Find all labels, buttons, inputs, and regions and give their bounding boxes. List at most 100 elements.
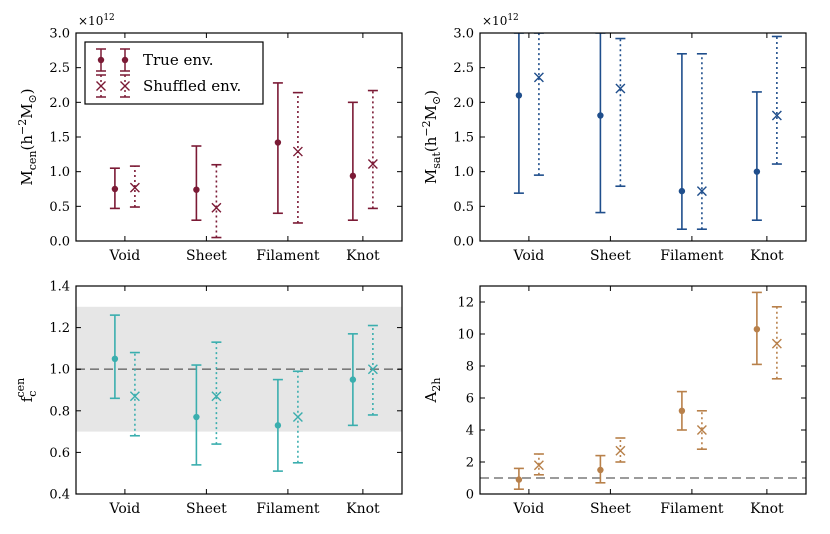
y-axis-label-part: 2h <box>430 378 443 392</box>
y-tick-label: 1.5 <box>453 131 474 146</box>
data-point-x <box>292 412 303 423</box>
plot-area <box>480 291 806 491</box>
x-category-label: Void <box>109 248 141 264</box>
y-axis-label-part: ⊙ <box>26 94 39 103</box>
x-category-label: Knot <box>346 501 380 517</box>
data-point-x <box>292 146 303 157</box>
y-tick-label: 1.0 <box>49 363 70 378</box>
y-axis-label-part: −2 <box>16 119 29 135</box>
scale-exponent: 12 <box>507 13 518 23</box>
x-category-label: Knot <box>750 501 784 517</box>
scale-exponent: 12 <box>103 13 114 23</box>
y-tick-label: 1.5 <box>49 131 70 146</box>
legend-marker-x <box>96 81 106 91</box>
y-tick-label: 0 <box>466 488 474 503</box>
y-axis-label-part: ⊙ <box>430 96 443 105</box>
axes-frame <box>479 285 807 495</box>
y-axis-label-part: M <box>422 105 440 120</box>
data-point <box>349 172 357 180</box>
y-tick-label: 2.5 <box>49 61 70 76</box>
y-tick-label: 0.4 <box>49 488 70 503</box>
y-axis-label-part: (h <box>422 136 440 152</box>
y-tick-label: 6 <box>466 392 474 407</box>
plot-area <box>76 306 402 472</box>
y-axis-label-part: cen <box>14 378 27 398</box>
scale-base: ×10 <box>78 14 103 28</box>
y-tick-label: 0.5 <box>453 200 474 215</box>
y-axis-label-part: A <box>422 391 440 403</box>
y-axis-label-part: M <box>18 170 36 185</box>
y-tick-label: 2.0 <box>49 96 70 111</box>
x-category-label: Knot <box>346 248 380 264</box>
panel-m_sat: 0.0 0.5 1.0 1.5 2.0 2.5 3.0 Void Sheet Filament Kn… <box>420 13 807 264</box>
data-point-x <box>211 391 222 402</box>
y-tick-label: 0.6 <box>49 446 70 461</box>
y-axis-label-part: cen <box>26 151 39 171</box>
plot-area <box>513 33 782 231</box>
y-tick-label: 4 <box>466 424 474 439</box>
data-point-x <box>211 202 222 213</box>
data-point <box>753 168 761 175</box>
data-point <box>678 407 686 414</box>
x-category-label: Void <box>513 248 545 264</box>
data-point-x <box>367 159 378 170</box>
y-tick-label: 1.2 <box>49 321 70 336</box>
x-category-label: Filament <box>256 248 320 264</box>
data-point-x <box>615 83 626 94</box>
y-tick-label: 1.4 <box>49 280 70 295</box>
x-category-label: Void <box>109 501 141 517</box>
panel-a_2h: 0 2 4 6 8 10 12 Void Sheet Filament Knot A2h <box>422 285 807 517</box>
x-category-label: Void <box>513 501 545 517</box>
data-point <box>515 92 523 99</box>
legend-label: Shuffled env. <box>143 77 241 95</box>
data-point <box>515 476 523 483</box>
data-point <box>274 422 282 429</box>
legend-marker <box>97 56 105 64</box>
panel-m_cen: 0.0 0.5 1.0 1.5 2.0 2.5 3.0 Void Sheet Filament Kn… <box>16 13 403 264</box>
axes-frame <box>75 285 403 495</box>
x-category-label: Knot <box>750 248 784 264</box>
data-point-x <box>696 186 707 197</box>
scale-multiplier: ×1012 <box>78 13 115 28</box>
scale-base: ×10 <box>482 14 507 28</box>
y-tick-label: 1.0 <box>453 165 474 180</box>
y-axis-label-part: −2 <box>420 120 433 136</box>
plot-area <box>109 82 378 239</box>
x-category-label: Sheet <box>186 248 227 264</box>
x-category-label: Sheet <box>590 501 631 517</box>
legend-marker-x <box>120 81 130 91</box>
y-tick-label: 0.5 <box>49 200 70 215</box>
x-category-label: Sheet <box>590 248 631 264</box>
x-category-label: Filament <box>256 501 320 517</box>
y-tick-label: 3.0 <box>453 27 474 42</box>
y-tick-label: 0.0 <box>49 235 70 250</box>
data-point <box>678 187 686 195</box>
data-point <box>274 139 282 146</box>
data-point-x <box>533 460 544 471</box>
y-axis-label: Msat(h−2M⊙) <box>420 90 443 184</box>
y-axis-label-part: ) <box>422 90 440 96</box>
data-point-x <box>771 110 782 121</box>
legend-frame <box>84 41 264 105</box>
y-axis-label-part: sat <box>430 152 443 169</box>
data-point <box>597 466 604 474</box>
data-point-x <box>615 445 626 456</box>
scale-multiplier: ×1012 <box>482 13 519 28</box>
data-point <box>111 185 119 193</box>
data-point-x <box>533 72 544 83</box>
data-point <box>193 413 200 421</box>
y-tick-label: 8 <box>466 360 474 375</box>
legend-label: True env. <box>143 51 213 69</box>
legend-marker <box>121 56 129 64</box>
data-point-x <box>129 391 140 402</box>
y-axis-label-part: ) <box>18 88 36 94</box>
y-tick-label: 0.0 <box>453 235 474 250</box>
y-tick-label: 12 <box>457 296 474 311</box>
y-tick-label: 2.5 <box>453 61 474 76</box>
data-point-x <box>771 338 782 349</box>
data-point-x <box>129 182 140 193</box>
data-point <box>753 326 761 333</box>
legend: True env. Shuffled env. <box>84 41 264 105</box>
y-tick-label: 10 <box>457 328 474 343</box>
y-tick-label: 1.0 <box>49 165 70 180</box>
